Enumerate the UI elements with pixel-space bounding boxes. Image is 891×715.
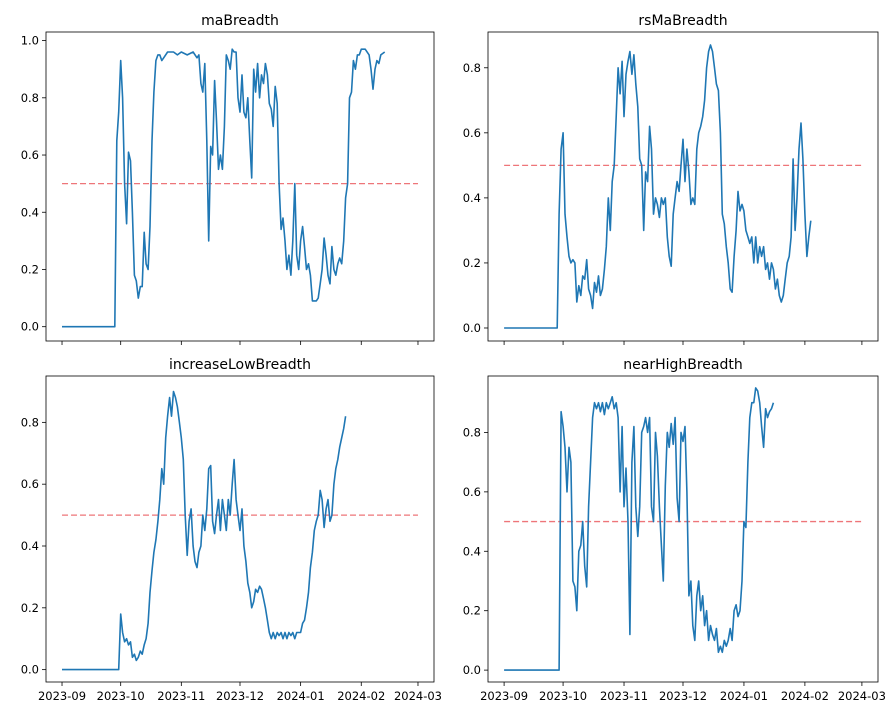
x-tick-label: 2024-01 (720, 689, 768, 703)
x-tick-label: 2023-10 (539, 689, 587, 703)
x-tick-label: 2024-03 (838, 689, 886, 703)
x-tick-label: 2023-10 (97, 689, 145, 703)
x-tick-label: 2024-02 (337, 689, 385, 703)
y-tick-label: 0.6 (21, 477, 39, 491)
y-tick-label: 0.8 (21, 91, 39, 105)
x-tick-label: 2024-03 (394, 689, 442, 703)
series-line (62, 48, 386, 328)
x-tick-label: 2023-09 (38, 689, 86, 703)
y-tick-label: 0.6 (21, 148, 39, 162)
series-line (62, 390, 347, 671)
plot-frame (487, 31, 879, 342)
y-tick-label: 0.2 (21, 601, 39, 615)
y-tick-label: 1.0 (21, 34, 39, 48)
y-tick-label: 0.8 (463, 425, 481, 439)
y-tick-label: 0.8 (21, 415, 39, 429)
chart-title: rsMaBreadth (638, 13, 727, 29)
chart-panel-ma-breadth: maBreadth 0.0 0.2 0.4 0.6 0.8 1.0 (21, 13, 435, 345)
x-tick-label: 2023-09 (480, 689, 528, 703)
series-line (504, 44, 812, 329)
chart-title: maBreadth (201, 13, 279, 29)
plot-frame (487, 375, 879, 683)
y-tick-label: 0.8 (463, 61, 481, 75)
chart-panel-rs-ma-breadth: rsMaBreadth 0.0 0.2 0.4 0.6 0.8 (463, 13, 879, 345)
chart-panel-near-high-breadth: nearHighBreadth 0.0 0.2 0.4 0.6 0.8 2023-09 202… (463, 357, 886, 703)
y-tick-label: 0.2 (463, 604, 481, 618)
y-tick-label: 0.0 (463, 321, 481, 335)
x-tick-label: 2024-02 (781, 689, 829, 703)
x-tick-label: 2023-12 (216, 689, 264, 703)
series-line (504, 387, 775, 671)
x-tick-label: 2024-01 (277, 689, 325, 703)
y-tick-label: 0.6 (463, 485, 481, 499)
chart-panel-increase-low-breadth: increaseLowBreadth 0.0 0.2 0.4 0.6 0.8 2023-09… (21, 357, 442, 703)
plot-frame (45, 375, 435, 683)
y-tick-label: 0.0 (463, 663, 481, 677)
y-tick-label: 0.4 (463, 191, 481, 205)
y-tick-label: 0.0 (21, 663, 39, 677)
x-tick-label: 2023-11 (600, 689, 648, 703)
y-tick-label: 0.4 (463, 544, 481, 558)
x-tick-label: 2023-12 (659, 689, 707, 703)
plot-frame (45, 31, 435, 342)
chart-title: nearHighBreadth (623, 357, 743, 373)
y-tick-label: 0.4 (21, 205, 39, 219)
x-tick-label: 2023-11 (157, 689, 205, 703)
y-tick-label: 0.0 (21, 320, 39, 334)
y-tick-label: 0.2 (21, 262, 39, 276)
y-tick-label: 0.6 (463, 126, 481, 140)
y-tick-label: 0.2 (463, 256, 481, 270)
y-tick-label: 0.4 (21, 539, 39, 553)
chart-title: increaseLowBreadth (169, 357, 311, 373)
